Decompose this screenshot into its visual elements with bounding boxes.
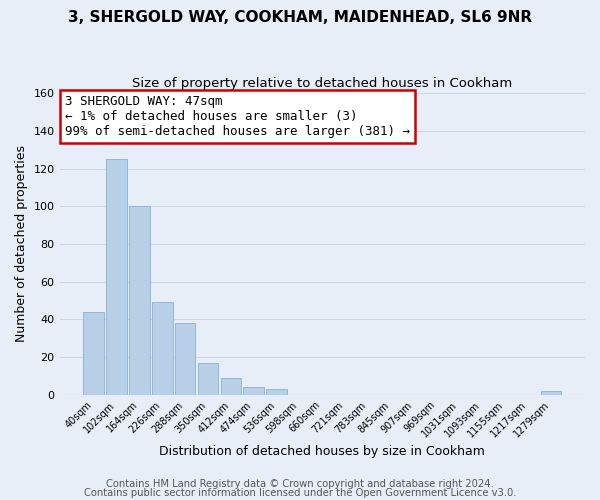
Bar	[541, 391, 561, 395]
Text: Contains public sector information licensed under the Open Government Licence v3: Contains public sector information licen…	[84, 488, 516, 498]
Text: Contains HM Land Registry data © Crown copyright and database right 2024.: Contains HM Land Registry data © Crown c…	[106, 479, 494, 489]
Y-axis label: Number of detached properties: Number of detached properties	[15, 146, 28, 342]
Bar	[221, 378, 241, 395]
Bar	[152, 302, 173, 395]
Text: 3, SHERGOLD WAY, COOKHAM, MAIDENHEAD, SL6 9NR: 3, SHERGOLD WAY, COOKHAM, MAIDENHEAD, SL…	[68, 10, 532, 25]
X-axis label: Distribution of detached houses by size in Cookham: Distribution of detached houses by size …	[160, 444, 485, 458]
Bar	[198, 363, 218, 395]
Bar	[129, 206, 150, 395]
Bar	[83, 312, 104, 395]
Bar	[106, 159, 127, 395]
Text: 3 SHERGOLD WAY: 47sqm
← 1% of detached houses are smaller (3)
99% of semi-detach: 3 SHERGOLD WAY: 47sqm ← 1% of detached h…	[65, 94, 410, 138]
Bar	[266, 389, 287, 395]
Bar	[175, 323, 196, 395]
Bar	[244, 388, 264, 395]
Title: Size of property relative to detached houses in Cookham: Size of property relative to detached ho…	[132, 78, 512, 90]
